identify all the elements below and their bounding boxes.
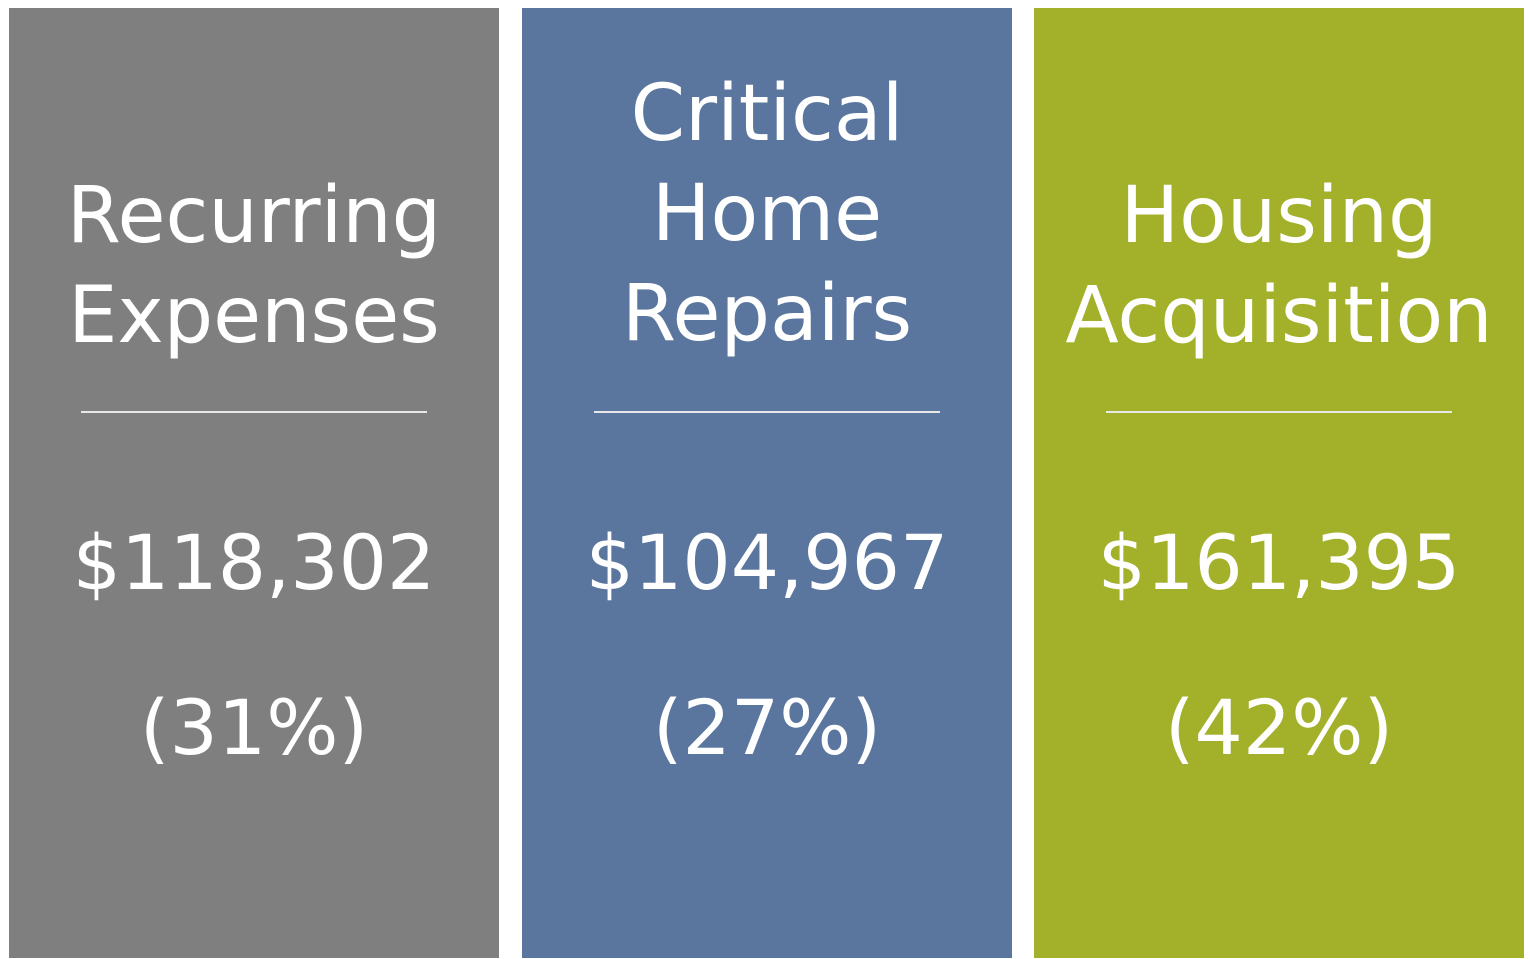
card: Recurring Expenses $118,302 (31%) [9,8,499,958]
card: Critical Home Repairs $104,967 (27%) [522,8,1012,958]
title-line: Expenses [68,271,440,361]
share: (31%) [139,683,369,772]
title-line: Repairs [621,269,913,359]
title-line: Home [651,169,883,259]
amount: $104,967 [585,518,949,607]
card-title: Housing Acquisition [1034,166,1524,366]
title-line: Critical [630,69,904,159]
amount: $118,302 [72,518,436,607]
divider [81,411,427,413]
divider [1106,411,1452,413]
card-title: Critical Home Repairs [522,64,1012,364]
share: (42%) [1164,683,1394,772]
card-title: Recurring Expenses [9,166,499,366]
card: Housing Acquisition $161,395 (42%) [1034,8,1524,958]
share: (27%) [652,683,882,772]
amount: $161,395 [1097,518,1461,607]
title-line: Recurring [66,171,442,261]
title-line: Acquisition [1065,271,1493,361]
title-line: Housing [1120,171,1438,261]
divider [594,411,940,413]
